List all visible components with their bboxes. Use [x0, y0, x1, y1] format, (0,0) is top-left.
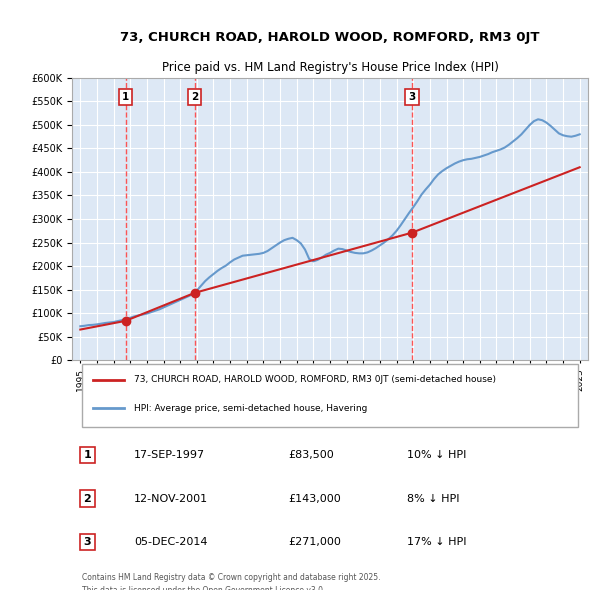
Text: Contains HM Land Registry data © Crown copyright and database right 2025.
This d: Contains HM Land Registry data © Crown c… — [82, 573, 381, 590]
Text: 10% ↓ HPI: 10% ↓ HPI — [407, 450, 467, 460]
Text: 73, CHURCH ROAD, HAROLD WOOD, ROMFORD, RM3 0JT (semi-detached house): 73, CHURCH ROAD, HAROLD WOOD, ROMFORD, R… — [134, 375, 496, 385]
Text: £143,000: £143,000 — [289, 494, 341, 503]
Text: HPI: Average price, semi-detached house, Havering: HPI: Average price, semi-detached house,… — [134, 404, 367, 412]
Text: 17-SEP-1997: 17-SEP-1997 — [134, 450, 205, 460]
Text: 1: 1 — [83, 450, 91, 460]
Text: 8% ↓ HPI: 8% ↓ HPI — [407, 494, 460, 503]
Text: £83,500: £83,500 — [289, 450, 334, 460]
Text: £271,000: £271,000 — [289, 537, 341, 547]
Text: Price paid vs. HM Land Registry's House Price Index (HPI): Price paid vs. HM Land Registry's House … — [161, 61, 499, 74]
Text: 12-NOV-2001: 12-NOV-2001 — [134, 494, 208, 503]
Text: 3: 3 — [409, 91, 416, 101]
Text: 05-DEC-2014: 05-DEC-2014 — [134, 537, 208, 547]
Text: 17% ↓ HPI: 17% ↓ HPI — [407, 537, 467, 547]
Text: 73, CHURCH ROAD, HAROLD WOOD, ROMFORD, RM3 0JT: 73, CHURCH ROAD, HAROLD WOOD, ROMFORD, R… — [120, 31, 540, 44]
Text: 2: 2 — [191, 91, 198, 101]
Text: 1: 1 — [122, 91, 129, 101]
FancyBboxPatch shape — [82, 363, 578, 427]
Text: 2: 2 — [83, 494, 91, 503]
Text: 3: 3 — [83, 537, 91, 547]
